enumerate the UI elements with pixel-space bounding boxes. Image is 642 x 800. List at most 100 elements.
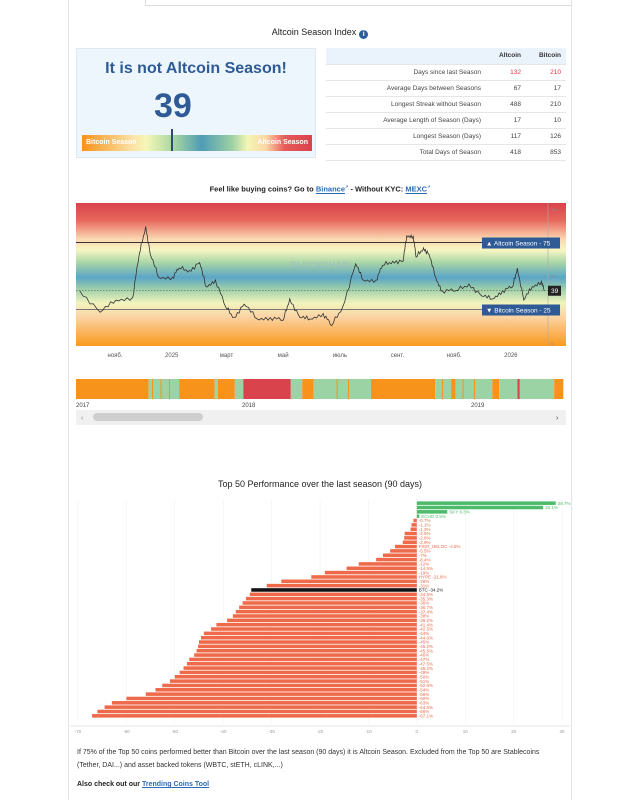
bar-label: -1.1% — [419, 523, 431, 528]
bar-x-tick-label: 20 — [511, 729, 517, 734]
stats-row: Average Days between Seasons 67 17 — [326, 80, 566, 97]
threshold-label: ▲ Altcoin Season - 75 — [486, 241, 551, 248]
scroll-right-icon[interactable]: › — [556, 415, 559, 422]
performance-bar — [410, 527, 417, 531]
performance-bar — [169, 679, 417, 683]
tab-border — [145, 0, 572, 6]
performance-bar — [174, 675, 417, 679]
stat-bitcoin: 210 — [526, 64, 566, 81]
performance-bar — [416, 510, 448, 514]
navigator-segment-btc — [179, 379, 215, 399]
performance-bar — [404, 536, 417, 540]
performance-bar — [179, 670, 417, 675]
x-tick-label: сент. — [391, 353, 405, 359]
content-column — [68, 0, 572, 800]
scrollbar-thumb[interactable] — [93, 413, 203, 421]
navigator-year-label: 2019 — [471, 403, 485, 409]
x-tick-label: 2026 — [504, 353, 518, 359]
bar-label: -8.4% — [419, 557, 431, 562]
performance-bar — [126, 696, 417, 701]
index-line — [79, 226, 545, 327]
performance-bar — [281, 579, 417, 584]
navigator-stripe — [462, 379, 464, 399]
bar-label: -2.5% — [419, 531, 431, 536]
x-tick-label: 2025 — [165, 353, 179, 359]
performance-bar — [198, 644, 417, 649]
performance-bar — [402, 540, 417, 544]
performance-bar — [194, 653, 417, 657]
performance-bar — [249, 592, 417, 597]
bar-label: -37.4% — [419, 609, 433, 614]
bar-label: -7% — [419, 553, 427, 558]
bar-x-tick-label: -50 — [172, 729, 179, 734]
performance-bar — [411, 523, 417, 527]
performance-bar — [211, 627, 417, 631]
bar-label: 28.7% — [558, 501, 571, 506]
info-icon[interactable]: i — [359, 30, 369, 39]
navigator-stripe — [160, 379, 162, 399]
navigator-segment-alt — [517, 379, 520, 399]
binance-link[interactable]: Binance — [315, 184, 346, 194]
navigator-segment-btc — [217, 379, 235, 399]
bar-x-tick-label: -20 — [317, 729, 324, 734]
bar-label: -42.5% — [419, 627, 433, 632]
performance-bar — [216, 622, 417, 627]
mexc-link[interactable]: MEXC — [405, 184, 428, 194]
navigator-segment-neutral — [313, 379, 371, 399]
navigator-segment-alt — [243, 379, 291, 399]
stats-row: Total Days of Season 418 853 — [326, 144, 566, 161]
bar-x-tick-label: -10 — [365, 729, 372, 734]
bar-label: -34.5% — [419, 592, 433, 597]
col-bitcoin: Bitcoin — [526, 48, 566, 65]
bar-x-tick-label: -70 — [75, 729, 82, 734]
external-link-icon: ↗ — [427, 184, 431, 189]
navigator-stripe — [441, 379, 443, 399]
stat-altcoin: 488 — [486, 96, 526, 113]
gauge-bar: Bitcoin Season Altcoin Season — [82, 129, 312, 151]
stats-row: Days since last Season 132 210 — [326, 64, 566, 81]
bar-label: -64.5% — [419, 705, 433, 710]
stat-altcoin: 17 — [486, 112, 526, 129]
navigator-segment-btc — [370, 379, 436, 399]
bar-label: -47.5% — [419, 661, 433, 666]
chart-background — [76, 203, 566, 346]
navigator-segment-neutral — [435, 379, 452, 399]
performance-bar — [239, 605, 417, 610]
bar-label: FIGR_HELOC -4.5% — [419, 544, 461, 549]
performance-bar — [145, 692, 417, 696]
performance-bar — [203, 631, 417, 636]
page-title: Altcoin Season Index i — [68, 27, 572, 39]
bar-label: -5.5% — [419, 549, 431, 554]
performance-bar — [404, 531, 417, 536]
performance-bar — [104, 705, 417, 709]
buy-promo: Feel like buying coins? Go to Binance↗ -… — [209, 184, 431, 194]
bar-label: -46% — [419, 653, 430, 658]
bar-label: -36.7% — [419, 605, 433, 610]
navigator-segment-btc — [76, 379, 149, 399]
performance-bar — [382, 553, 417, 558]
performance-bar — [245, 596, 417, 601]
stat-altcoin: 418 — [486, 144, 526, 161]
bar-label: -44% — [419, 631, 430, 636]
bar-label: 26.1% — [545, 505, 558, 510]
stats-table: Altcoin Bitcoin Days since last Season 132… — [326, 48, 566, 161]
performance-bar — [390, 549, 417, 553]
bar-label: -54% — [419, 687, 430, 692]
stat-altcoin: 67 — [486, 80, 526, 97]
bar-label: -19% — [419, 570, 430, 575]
performance-bar — [395, 544, 417, 549]
navigator-segment-neutral — [148, 379, 180, 399]
bar-label: -12% — [419, 562, 430, 567]
scroll-left-icon[interactable]: ‹ — [81, 415, 84, 422]
navigator-year-label: 2018 — [242, 403, 256, 409]
performance-bar — [311, 575, 417, 579]
stat-bitcoin: 10 — [526, 112, 566, 129]
gauge-right-label: Altcoin Season — [257, 139, 308, 146]
methodology-note: If 75% of the Top 50 coins performed bet… — [77, 749, 540, 769]
navigator-segment-neutral — [234, 379, 244, 399]
performance-bar — [111, 701, 417, 705]
performance-bar — [97, 709, 417, 714]
x-tick-label: май — [278, 352, 289, 359]
bar-label: -67.1% — [419, 714, 433, 719]
trending-coins-link[interactable]: Trending Coins Tool — [141, 781, 210, 788]
